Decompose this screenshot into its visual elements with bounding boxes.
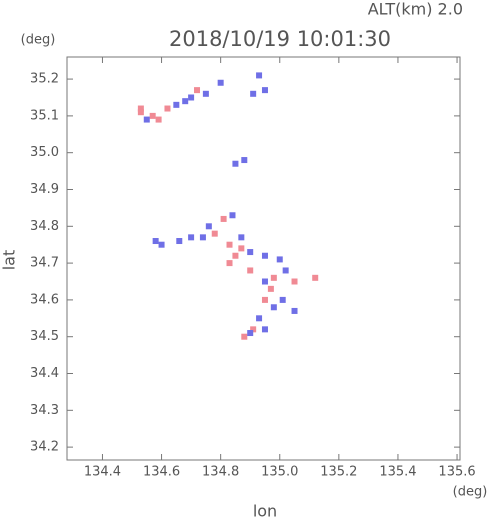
- echo-point: [250, 90, 257, 97]
- echo-point: [220, 215, 227, 222]
- x-tick-label: 134.6: [143, 465, 180, 480]
- echo-point: [261, 296, 268, 303]
- y-tick-label: 34.4: [30, 366, 59, 381]
- echo-point: [282, 267, 289, 274]
- echo-point: [256, 315, 263, 322]
- y-tick-label: 34.8: [30, 219, 59, 234]
- echo-point: [250, 326, 257, 333]
- echo-point: [270, 304, 277, 311]
- echo-point: [217, 79, 224, 86]
- echo-point: [238, 234, 245, 241]
- echo-point: [199, 234, 206, 241]
- echo-point: [247, 330, 254, 337]
- echo-point: [137, 105, 144, 112]
- y-tick-label: 34.6: [30, 292, 59, 307]
- y-axis-label: lat: [0, 250, 19, 271]
- chart-title: 2018/10/19 10:01:30: [169, 27, 391, 51]
- plot-frame: [66, 56, 461, 461]
- echo-point: [143, 116, 150, 123]
- echo-point: [267, 285, 274, 292]
- echo-point: [261, 326, 268, 333]
- y-tick-label: 35.2: [30, 72, 59, 87]
- x-axis-label: lon: [253, 502, 277, 521]
- echo-point: [182, 98, 189, 105]
- y-tick-label: 35.0: [30, 145, 59, 160]
- echo-point: [176, 238, 183, 245]
- echo-point: [276, 256, 283, 263]
- x-unit: (deg): [453, 485, 488, 500]
- echo-point: [247, 267, 254, 274]
- subtitle: ALT(km) 2.0: [368, 0, 463, 19]
- echo-point: [149, 112, 156, 119]
- y-tick-label: 34.9: [30, 182, 59, 197]
- echo-point: [232, 252, 239, 259]
- echo-point: [226, 241, 233, 248]
- x-tick-label: 134.8: [202, 465, 239, 480]
- echo-point: [291, 307, 298, 314]
- x-tick-label: 135.2: [320, 465, 357, 480]
- echo-point: [270, 274, 277, 281]
- echo-point: [226, 260, 233, 267]
- echo-point: [261, 278, 268, 285]
- echo-point: [229, 212, 236, 219]
- x-tick-label: 135.0: [261, 465, 298, 480]
- echo-point: [137, 109, 144, 116]
- echo-point: [312, 274, 319, 281]
- echo-point: [152, 238, 159, 245]
- echo-point: [205, 223, 212, 230]
- y-tick-label: 34.5: [30, 329, 59, 344]
- y-tick-label: 35.1: [30, 108, 59, 123]
- echo-point: [238, 245, 245, 252]
- echo-point: [261, 252, 268, 259]
- echo-point: [158, 241, 165, 248]
- echo-point: [188, 234, 195, 241]
- echo-point: [155, 116, 162, 123]
- y-tick-label: 34.3: [30, 403, 59, 418]
- echo-point: [232, 160, 239, 167]
- echo-point: [247, 249, 254, 256]
- y-unit: (deg): [21, 33, 56, 48]
- echo-point: [188, 94, 195, 101]
- echo-point: [291, 278, 298, 285]
- echo-point: [279, 296, 286, 303]
- echo-point: [202, 90, 209, 97]
- echo-point: [261, 87, 268, 94]
- echo-point: [211, 230, 218, 237]
- y-tick-label: 34.2: [30, 440, 59, 455]
- echo-point: [194, 87, 201, 94]
- echo-point: [256, 72, 263, 79]
- echo-point: [164, 105, 171, 112]
- y-tick-label: 34.7: [30, 256, 59, 271]
- x-tick-label: 135.4: [379, 465, 416, 480]
- echo-point: [241, 333, 248, 340]
- echo-point: [241, 157, 248, 164]
- x-tick-label: 134.4: [84, 465, 121, 480]
- echo-point: [173, 101, 180, 108]
- x-tick-label: 135.6: [438, 465, 475, 480]
